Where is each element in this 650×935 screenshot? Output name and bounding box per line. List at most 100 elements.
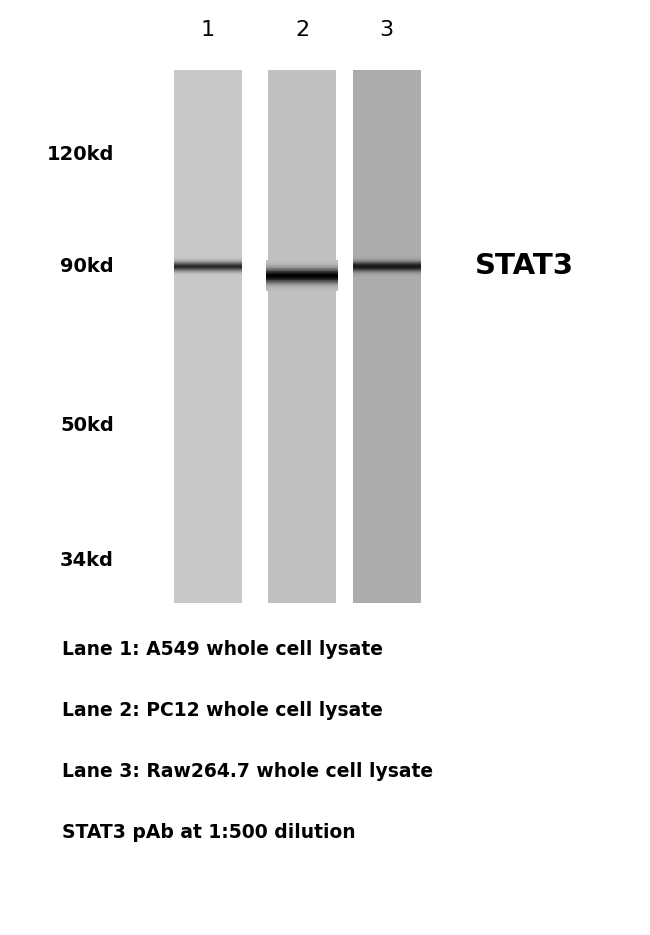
Bar — [352, 264, 421, 265]
Bar — [266, 275, 338, 276]
Bar — [352, 256, 421, 257]
Bar — [352, 260, 421, 261]
Bar — [352, 259, 421, 260]
Text: Lane 3: Raw264.7 whole cell lysate: Lane 3: Raw264.7 whole cell lysate — [62, 762, 433, 781]
Bar — [266, 268, 338, 270]
Bar — [352, 272, 421, 273]
Bar — [352, 260, 421, 261]
Bar — [266, 283, 338, 285]
Bar — [266, 279, 338, 280]
Bar — [266, 282, 338, 284]
Bar — [266, 287, 338, 289]
Bar — [352, 267, 421, 268]
Bar — [352, 266, 421, 267]
Bar — [352, 265, 421, 266]
Bar — [266, 269, 338, 270]
Bar — [352, 268, 421, 269]
Bar — [352, 269, 421, 270]
Bar — [268, 70, 337, 603]
Text: STAT3 pAb at 1:500 dilution: STAT3 pAb at 1:500 dilution — [62, 823, 356, 842]
Bar — [352, 275, 421, 276]
Bar — [266, 280, 338, 281]
Bar — [266, 264, 338, 266]
Bar — [266, 286, 338, 287]
Bar — [266, 264, 338, 265]
Text: 120kd: 120kd — [46, 145, 114, 164]
Bar — [352, 270, 421, 271]
Bar — [352, 255, 421, 257]
Bar — [266, 285, 338, 286]
Bar — [352, 269, 421, 270]
Bar — [266, 288, 338, 289]
Bar — [174, 269, 242, 270]
Bar — [352, 271, 421, 272]
Bar — [352, 263, 421, 264]
Text: Lane 1: A549 whole cell lysate: Lane 1: A549 whole cell lysate — [62, 640, 383, 659]
Bar — [174, 262, 242, 263]
Bar — [266, 277, 338, 278]
Bar — [266, 265, 338, 266]
Bar — [266, 270, 338, 271]
Bar — [174, 267, 242, 268]
Bar — [266, 271, 338, 272]
Bar — [352, 257, 421, 258]
Bar — [352, 262, 421, 263]
Bar — [352, 258, 421, 259]
Bar — [266, 273, 338, 274]
Bar — [174, 256, 242, 257]
Bar — [266, 272, 338, 274]
Bar — [174, 271, 242, 272]
Bar — [174, 264, 242, 265]
Bar — [352, 257, 421, 258]
Bar — [352, 263, 421, 264]
Bar — [266, 279, 338, 280]
Bar — [352, 258, 421, 259]
Bar — [266, 262, 338, 263]
Bar — [174, 260, 242, 261]
Bar — [352, 275, 421, 276]
Bar — [352, 273, 421, 274]
Bar — [266, 275, 338, 277]
Bar — [266, 267, 338, 269]
Bar — [266, 289, 338, 290]
Bar — [352, 70, 421, 603]
Bar — [352, 265, 421, 266]
Bar — [266, 284, 338, 285]
Bar — [352, 267, 421, 268]
Bar — [352, 266, 421, 267]
Bar — [174, 275, 242, 276]
Bar — [352, 274, 421, 275]
Bar — [352, 262, 421, 263]
Bar — [174, 258, 242, 259]
Bar — [352, 270, 421, 271]
Bar — [174, 260, 242, 261]
Bar — [266, 266, 338, 267]
Bar — [266, 261, 338, 263]
Bar — [266, 271, 338, 273]
Bar — [352, 268, 421, 269]
Bar — [266, 274, 338, 275]
Bar — [266, 282, 338, 283]
Text: 2: 2 — [295, 21, 309, 40]
Bar — [266, 267, 338, 268]
Text: 90kd: 90kd — [60, 257, 114, 276]
Bar — [266, 286, 338, 288]
Bar — [174, 273, 242, 274]
Text: 1: 1 — [201, 21, 215, 40]
Bar — [266, 281, 338, 282]
Bar — [352, 261, 421, 262]
Text: STAT3: STAT3 — [474, 252, 573, 280]
Bar — [174, 70, 242, 603]
Bar — [266, 280, 338, 281]
Bar — [266, 263, 338, 264]
Bar — [174, 258, 242, 259]
Text: 50kd: 50kd — [60, 416, 114, 435]
Bar — [352, 259, 421, 260]
Bar — [352, 276, 421, 277]
Bar — [352, 273, 421, 274]
Bar — [266, 276, 338, 278]
Text: Lane 2: PC12 whole cell lysate: Lane 2: PC12 whole cell lysate — [62, 701, 383, 720]
Bar — [352, 264, 421, 265]
Bar — [352, 272, 421, 273]
Bar — [266, 278, 338, 279]
